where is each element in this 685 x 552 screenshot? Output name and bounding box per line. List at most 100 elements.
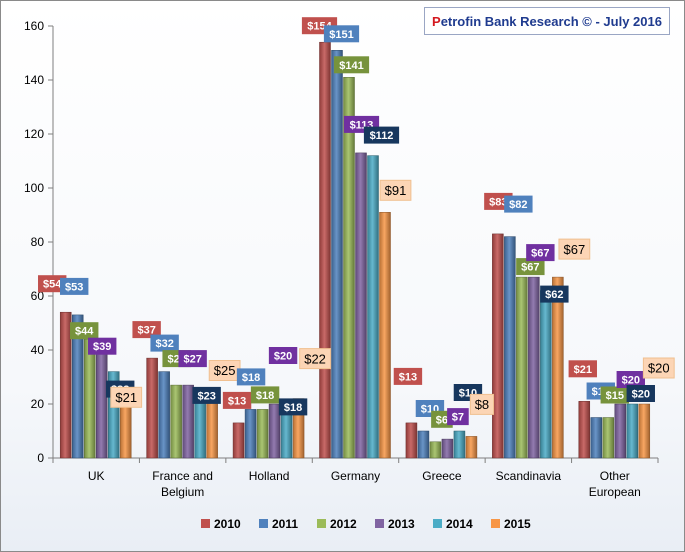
bar-greece-2011 xyxy=(417,430,430,459)
data-label-text: $15 xyxy=(606,390,624,402)
bar-greece-2010 xyxy=(405,422,418,459)
data-label-germany-2011: $151 xyxy=(323,25,360,43)
bar-other-european-2015 xyxy=(638,403,651,459)
data-labels: $54$53$44$39$32$21$37$32$27$27$23$25$13$… xyxy=(38,17,675,428)
data-label-text: $6 xyxy=(436,414,448,426)
axes: 0 20 40 60 80 100 120 140 160 UK France and Belgium… xyxy=(24,19,659,499)
data-label-box xyxy=(250,386,280,404)
data-label-text: $39 xyxy=(93,341,111,353)
data-label-box xyxy=(469,393,495,415)
data-label-text: $67 xyxy=(531,248,549,260)
data-label-text: $21 xyxy=(574,364,592,376)
data-label-text: $27 xyxy=(183,354,201,366)
x-tick-label-france-and-belgium: Belgium xyxy=(161,485,204,499)
data-label-text: $151 xyxy=(329,29,353,41)
y-tick-label: 160 xyxy=(24,19,44,33)
y-tick-label: 20 xyxy=(31,397,45,411)
data-label-scandinavia-2014: $62 xyxy=(540,285,569,303)
data-label-germany-2015: $91 xyxy=(379,179,412,201)
data-label-box xyxy=(333,56,370,74)
bar-other-european-2011 xyxy=(590,417,603,459)
data-label-uk-2012: $44 xyxy=(70,322,99,340)
data-label-holland-2015: $22 xyxy=(299,348,331,370)
data-label-france-and-belgium-2011: $32 xyxy=(150,334,179,352)
data-label-text: $13 xyxy=(399,371,417,383)
legend-swatch xyxy=(491,519,500,528)
bar-uk-2011 xyxy=(71,314,84,459)
data-label-other-european-2015: $20 xyxy=(642,357,675,379)
data-label-text: $67 xyxy=(564,242,586,257)
bar-germany-2010 xyxy=(319,41,331,459)
data-label-box xyxy=(60,277,89,295)
bar-greece-2012 xyxy=(429,441,442,459)
bar-other-european-2013 xyxy=(614,403,627,459)
data-label-box xyxy=(268,347,298,364)
data-label-box xyxy=(504,195,533,213)
legend-swatch xyxy=(259,519,268,528)
x-tick-label-germany: Germany xyxy=(331,469,380,483)
data-label-text: $7 xyxy=(452,412,464,424)
legend-swatch xyxy=(433,519,442,528)
data-label-box xyxy=(192,386,221,404)
data-label-other-european-2014: $20 xyxy=(626,385,655,402)
bar-scandinavia-2013 xyxy=(528,276,540,459)
data-label-text: $18 xyxy=(242,372,260,384)
legend-label: 2014 xyxy=(446,517,473,531)
data-label-text: $62 xyxy=(545,289,563,301)
legend-item-2013: 2013 xyxy=(375,517,415,531)
data-label-holland-2010: $13 xyxy=(222,391,252,409)
data-label-holland-2012: $18 xyxy=(250,386,280,404)
x-tick-label-scandinavia: Scandinavia xyxy=(496,469,562,483)
data-label-text: $53 xyxy=(65,281,83,293)
data-label-greece-2013: $7 xyxy=(447,408,469,426)
data-label-box xyxy=(222,391,252,409)
data-label-text: $23 xyxy=(197,390,215,402)
bar-germany-2012 xyxy=(343,77,355,459)
bar-holland-2013 xyxy=(268,403,281,459)
legend-swatch xyxy=(375,519,384,528)
data-label-box xyxy=(558,238,591,260)
bar-uk-2015 xyxy=(119,401,132,459)
bar-germany-2015 xyxy=(379,212,391,459)
bar-germany-2014 xyxy=(367,155,379,459)
data-label-uk-2015: $21 xyxy=(110,386,143,408)
data-label-other-european-2010: $21 xyxy=(568,360,597,378)
legend-item-2010: 2010 xyxy=(201,517,241,531)
data-label-box xyxy=(236,368,266,386)
data-label-text: $141 xyxy=(339,60,363,72)
x-tick-label-greece: Greece xyxy=(422,469,462,483)
data-label-holland-2014: $18 xyxy=(278,398,308,416)
data-label-text: $83 xyxy=(489,196,507,208)
bar-france-and-belgium-2010 xyxy=(146,357,158,459)
data-label-text: $44 xyxy=(75,326,94,338)
data-label-text: $91 xyxy=(385,183,407,198)
data-label-box xyxy=(88,337,117,355)
data-label-france-and-belgium-2014: $23 xyxy=(192,386,221,404)
bar-scandinavia-2015 xyxy=(552,276,564,459)
bar-germany-2011 xyxy=(331,50,343,459)
data-label-scandinavia-2013: $67 xyxy=(526,244,555,262)
bar-france-and-belgium-2011 xyxy=(158,371,170,459)
bar-germany-2013 xyxy=(355,152,367,459)
bar-holland-2011 xyxy=(244,409,257,459)
y-tick-label: 60 xyxy=(31,289,45,303)
legend-label: 2012 xyxy=(330,517,357,531)
legend-item-2012: 2012 xyxy=(317,517,357,531)
bar-scandinavia-2010 xyxy=(492,233,504,459)
legend-swatch xyxy=(201,519,210,528)
data-label-france-and-belgium-2013: $27 xyxy=(178,350,207,368)
x-tick-label-holland: Holland xyxy=(249,469,290,483)
data-label-uk-2013: $39 xyxy=(88,337,117,355)
chart-title-text: etrofin Bank Research © - July 2016 xyxy=(440,13,662,29)
legend: 2010 2011 2012 2013 2014 2015 xyxy=(201,517,531,531)
bars xyxy=(59,41,651,459)
data-label-box xyxy=(363,126,400,144)
data-label-uk-2011: $53 xyxy=(60,277,89,295)
data-label-box xyxy=(70,322,99,340)
bar-scandinavia-2014 xyxy=(540,290,552,459)
data-label-text: $20 xyxy=(274,350,292,362)
legend-swatch xyxy=(317,519,326,528)
legend-item-2014: 2014 xyxy=(433,517,473,531)
